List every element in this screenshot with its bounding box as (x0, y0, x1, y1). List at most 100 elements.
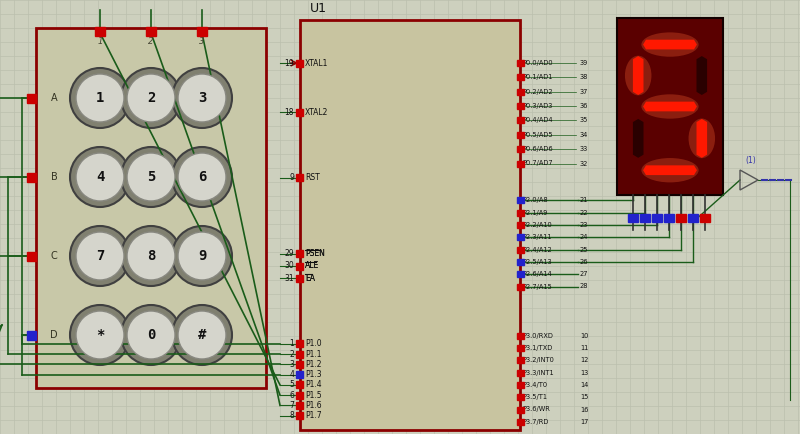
Text: P1.4: P1.4 (305, 380, 322, 389)
Text: 9: 9 (289, 173, 294, 182)
FancyBboxPatch shape (36, 28, 266, 388)
Bar (517, 132, 524, 138)
Bar (517, 210, 524, 216)
Circle shape (178, 311, 226, 359)
Text: 35: 35 (580, 118, 588, 123)
Bar (517, 74, 524, 80)
Polygon shape (643, 165, 697, 175)
Circle shape (172, 147, 232, 207)
Text: ALE: ALE (305, 262, 319, 270)
Text: P1.7: P1.7 (305, 411, 322, 420)
Polygon shape (643, 102, 697, 112)
Bar (517, 103, 524, 109)
Bar (296, 59, 303, 66)
Text: P1.5: P1.5 (305, 391, 322, 400)
Bar (517, 357, 524, 363)
Text: 25: 25 (580, 247, 589, 253)
Circle shape (70, 147, 130, 207)
Text: 27: 27 (580, 271, 589, 277)
Bar (296, 109, 303, 116)
Text: P3.0/RXD: P3.0/RXD (522, 333, 553, 339)
Bar (146, 27, 156, 36)
Text: XTAL1: XTAL1 (305, 59, 328, 68)
Text: 21: 21 (580, 197, 588, 204)
Bar (517, 394, 524, 400)
Text: 13: 13 (580, 370, 588, 375)
Bar (517, 419, 524, 425)
Ellipse shape (642, 94, 698, 118)
Text: P1.0: P1.0 (305, 339, 322, 349)
Text: 3: 3 (199, 37, 205, 46)
Text: P2.0/A8: P2.0/A8 (522, 197, 548, 204)
Text: 0: 0 (147, 328, 155, 342)
Text: 7: 7 (289, 401, 294, 410)
Text: EA: EA (305, 274, 315, 283)
Circle shape (76, 232, 124, 280)
Text: (1): (1) (745, 156, 756, 165)
Polygon shape (643, 39, 697, 49)
Text: PSEN: PSEN (305, 249, 325, 258)
Text: 32: 32 (580, 161, 588, 167)
Text: C: C (50, 251, 58, 261)
Circle shape (172, 226, 232, 286)
Text: P3.3/INT1: P3.3/INT1 (522, 370, 554, 375)
Text: 4: 4 (96, 170, 104, 184)
Bar (296, 275, 303, 282)
Bar (300, 20, 520, 430)
Polygon shape (633, 119, 643, 158)
Bar (640, 214, 650, 222)
Text: 33: 33 (580, 146, 588, 152)
Text: P0.6/AD6: P0.6/AD6 (522, 146, 553, 152)
Circle shape (70, 68, 130, 128)
Bar (517, 345, 524, 351)
Bar (296, 351, 303, 358)
Circle shape (127, 153, 175, 201)
Bar (517, 247, 524, 253)
Circle shape (121, 226, 181, 286)
Text: XTAL2: XTAL2 (305, 108, 328, 117)
Text: 1: 1 (290, 339, 294, 349)
Ellipse shape (625, 56, 651, 95)
Bar (517, 271, 524, 277)
Text: P2.2/A10: P2.2/A10 (522, 222, 552, 228)
Text: 5: 5 (289, 380, 294, 389)
Text: P3.7/RD: P3.7/RD (522, 419, 548, 425)
Text: P2.1/A9: P2.1/A9 (522, 210, 547, 216)
Bar (517, 370, 524, 375)
Text: 16: 16 (580, 407, 588, 412)
Text: P1.2: P1.2 (305, 360, 322, 369)
Text: P0.7/AD7: P0.7/AD7 (522, 161, 553, 167)
Text: 1: 1 (96, 91, 104, 105)
Circle shape (127, 232, 175, 280)
Text: 2: 2 (290, 350, 294, 358)
Bar (27, 94, 36, 103)
Text: 24: 24 (580, 234, 589, 240)
Text: 29: 29 (284, 249, 294, 258)
Text: B: B (50, 172, 58, 182)
Ellipse shape (642, 33, 698, 57)
Text: P0.3/AD3: P0.3/AD3 (522, 103, 552, 109)
Circle shape (76, 74, 124, 122)
Ellipse shape (689, 118, 715, 158)
Bar (27, 252, 36, 261)
Bar (676, 214, 686, 222)
Bar (517, 197, 524, 204)
Bar (517, 234, 524, 240)
Bar (688, 214, 698, 222)
Text: P3.1/TXD: P3.1/TXD (522, 345, 552, 351)
Bar (517, 60, 524, 66)
Bar (628, 214, 638, 222)
Text: 2: 2 (148, 37, 154, 46)
Text: P0.5/AD5: P0.5/AD5 (522, 132, 553, 138)
Text: P0.1/AD1: P0.1/AD1 (522, 74, 552, 80)
Text: P1.3: P1.3 (305, 370, 322, 379)
Bar (95, 27, 105, 36)
Text: U1: U1 (310, 2, 327, 15)
Bar (517, 118, 524, 123)
Text: P1.6: P1.6 (305, 401, 322, 410)
Bar (296, 340, 303, 347)
Bar (517, 222, 524, 228)
Text: 26: 26 (580, 259, 589, 265)
Bar (517, 89, 524, 95)
Bar (517, 259, 524, 265)
